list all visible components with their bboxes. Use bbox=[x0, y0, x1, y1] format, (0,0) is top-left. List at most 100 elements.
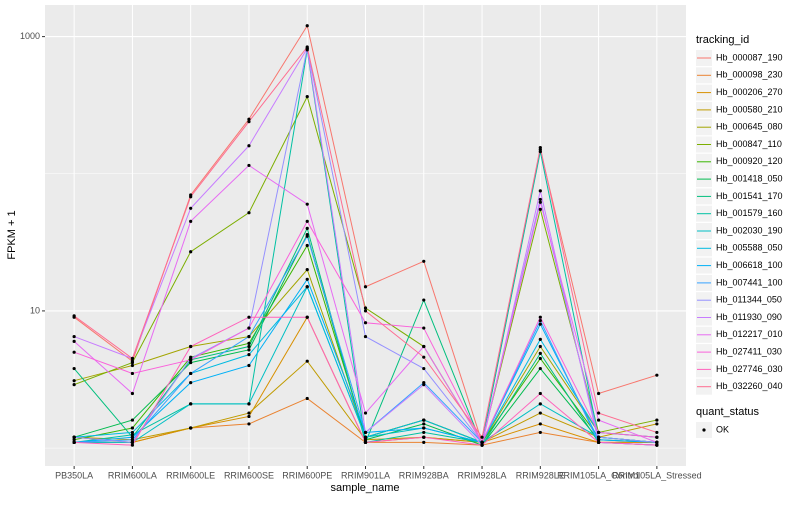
data-point bbox=[538, 315, 542, 319]
legend-label: Hb_001579_160 bbox=[716, 208, 783, 218]
data-point bbox=[247, 348, 251, 352]
data-point bbox=[596, 411, 601, 415]
data-point bbox=[130, 433, 135, 437]
data-point bbox=[422, 422, 426, 426]
data-point bbox=[189, 250, 193, 254]
data-point bbox=[189, 358, 193, 362]
data-point bbox=[72, 435, 76, 439]
data-point bbox=[538, 430, 542, 435]
x-tick-label: PB350LA bbox=[55, 470, 93, 480]
data-point bbox=[189, 402, 193, 406]
data-point bbox=[189, 219, 193, 223]
data-point bbox=[305, 285, 309, 289]
legend-label: Hb_007441_100 bbox=[716, 277, 783, 287]
legend-label: Hb_012217_010 bbox=[716, 329, 783, 339]
data-point bbox=[480, 440, 484, 444]
data-point bbox=[480, 435, 484, 439]
data-point bbox=[655, 422, 659, 426]
data-point bbox=[363, 430, 368, 435]
data-point bbox=[422, 383, 426, 387]
data-point bbox=[305, 234, 309, 238]
data-point bbox=[247, 211, 251, 215]
x-tick-label: RRIM105LA_Stressed bbox=[612, 470, 702, 480]
legend-label: Hb_000087_190 bbox=[716, 52, 783, 62]
data-point bbox=[596, 391, 601, 396]
data-point bbox=[305, 277, 309, 281]
data-point bbox=[363, 440, 368, 444]
data-point bbox=[596, 418, 601, 422]
data-point bbox=[538, 391, 542, 396]
data-point bbox=[422, 326, 426, 330]
data-point bbox=[538, 318, 542, 323]
point-legend-title: quant_status bbox=[696, 406, 759, 418]
data-point bbox=[72, 314, 76, 318]
data-point bbox=[305, 396, 309, 401]
data-point bbox=[189, 371, 193, 376]
data-point bbox=[538, 351, 542, 356]
legend-label: Hb_000098_230 bbox=[716, 70, 783, 80]
data-point bbox=[130, 438, 135, 442]
x-tick-label: RRIM928LA bbox=[458, 470, 507, 480]
legend-label: Hb_027411_030 bbox=[716, 346, 782, 356]
data-point bbox=[130, 418, 135, 422]
data-point bbox=[363, 306, 368, 310]
data-point bbox=[247, 326, 251, 330]
x-tick-label: RRIM600PE bbox=[282, 470, 332, 480]
legend-label: Hb_027746_030 bbox=[716, 364, 783, 374]
x-axis-title: sample_name bbox=[330, 482, 399, 494]
legend-label: Hb_005588_050 bbox=[716, 243, 783, 253]
y-tick-label: 10 bbox=[30, 305, 40, 315]
legend-label: Hb_032260_040 bbox=[716, 381, 783, 391]
data-point bbox=[130, 356, 135, 361]
data-point bbox=[363, 438, 368, 442]
data-point bbox=[363, 285, 368, 289]
data-point bbox=[247, 315, 251, 319]
point-legend-label: OK bbox=[716, 424, 729, 434]
data-point bbox=[305, 95, 309, 99]
data-point bbox=[247, 402, 251, 406]
y-axis-title: FPKM + 1 bbox=[6, 210, 18, 259]
data-point bbox=[363, 411, 368, 415]
data-point bbox=[422, 298, 426, 302]
data-point bbox=[72, 334, 76, 339]
data-point bbox=[363, 334, 368, 339]
data-point bbox=[538, 356, 542, 361]
data-point bbox=[72, 350, 76, 354]
data-point bbox=[130, 391, 135, 396]
data-point bbox=[247, 117, 251, 121]
legend-point bbox=[702, 428, 706, 432]
data-point bbox=[422, 430, 426, 435]
data-point bbox=[247, 144, 251, 148]
data-point bbox=[655, 418, 659, 422]
data-point bbox=[538, 344, 542, 349]
data-point bbox=[305, 45, 309, 49]
data-point bbox=[189, 381, 193, 385]
data-point bbox=[247, 120, 251, 124]
data-point bbox=[538, 207, 542, 211]
data-point bbox=[655, 435, 659, 439]
data-point bbox=[596, 435, 601, 439]
data-point bbox=[305, 24, 309, 28]
data-point bbox=[538, 197, 542, 202]
x-tick-label: RRIM105LA_Control bbox=[557, 470, 640, 480]
data-point bbox=[596, 430, 601, 435]
data-point bbox=[538, 189, 542, 193]
legend: Hb_000087_190 Hb_000098_230 Hb_000206_270 H… bbox=[696, 50, 783, 438]
data-point bbox=[538, 422, 542, 426]
data-point bbox=[422, 440, 426, 444]
data-point bbox=[247, 334, 251, 339]
data-point bbox=[305, 268, 309, 272]
x-tick-label: RRIM928BA bbox=[399, 470, 449, 480]
data-point bbox=[72, 440, 76, 444]
legend-label: Hb_000206_270 bbox=[716, 87, 783, 97]
points bbox=[72, 24, 659, 447]
legend-label: Hb_011344_050 bbox=[716, 295, 782, 305]
legend-label: Hb_001541_170 bbox=[716, 191, 783, 201]
data-point bbox=[422, 426, 426, 430]
data-point bbox=[538, 366, 542, 371]
data-point bbox=[538, 200, 542, 204]
data-point bbox=[72, 438, 76, 442]
data-point bbox=[189, 344, 193, 349]
data-point bbox=[655, 440, 659, 444]
data-point bbox=[130, 426, 135, 430]
